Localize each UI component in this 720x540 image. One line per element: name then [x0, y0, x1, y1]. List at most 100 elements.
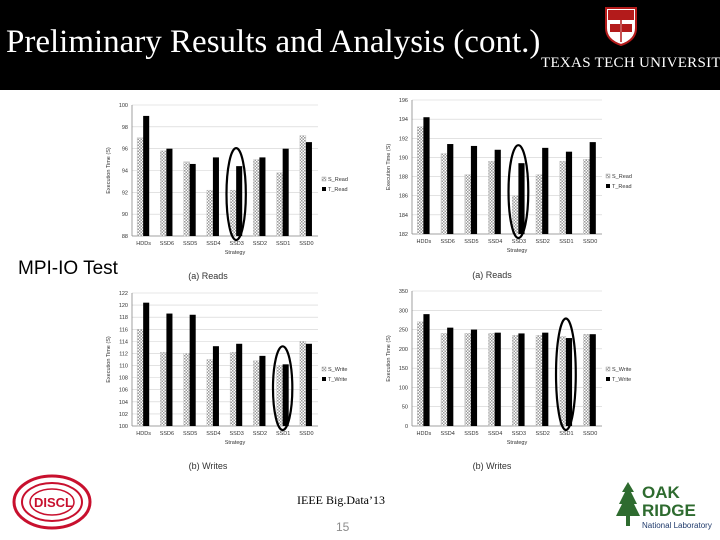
x-tick-label: SSD4 — [488, 431, 502, 437]
x-tick-label: SSD1 — [276, 241, 290, 247]
x-axis-label: Strategy — [507, 440, 528, 446]
legend-label: S_Read — [612, 174, 632, 180]
x-tick-label: SSD1 — [559, 239, 573, 245]
bar-s-read — [183, 161, 190, 237]
chart-caption: (b) Writes — [189, 461, 228, 471]
x-tick-label: SSD6 — [160, 431, 174, 437]
y-tick-label: 112 — [119, 351, 128, 357]
bar-t-write — [565, 338, 573, 426]
bar-s-read — [535, 174, 543, 235]
bar-t-read — [189, 163, 196, 236]
legend-label: T_Write — [612, 377, 631, 383]
y-tick-label: 196 — [399, 98, 408, 104]
highlight-ellipse — [507, 144, 530, 240]
y-axis-label: Execution Time (S) — [386, 335, 392, 382]
y-tick-label: 110 — [119, 364, 128, 370]
x-tick-label: HDDs — [417, 431, 432, 437]
bar-t-read — [143, 115, 150, 236]
y-tick-label: 100 — [119, 103, 128, 109]
bar-s-write — [276, 365, 283, 427]
bar-s-read — [136, 137, 144, 237]
x-tick-label: SSD4 — [206, 241, 220, 247]
y-tick-label: 96 — [122, 147, 128, 153]
bar-t-write — [518, 333, 525, 426]
y-tick-label: 300 — [399, 308, 408, 314]
bar-s-read — [464, 174, 472, 235]
bar-t-write — [470, 329, 478, 426]
x-axis-label: Strategy — [225, 250, 246, 256]
y-tick-label: 182 — [399, 232, 408, 238]
legend-swatch — [321, 176, 327, 182]
y-tick-label: 186 — [399, 194, 408, 200]
bar-s-write — [583, 334, 590, 427]
y-tick-label: 250 — [399, 328, 408, 334]
bar-t-write — [589, 334, 596, 426]
y-tick-label: 190 — [399, 155, 408, 161]
x-tick-label: SSD5 — [464, 239, 478, 245]
legend-label: T_Read — [612, 184, 632, 190]
ornl-ridge-text: RIDGE — [642, 501, 696, 520]
y-tick-label: 106 — [119, 388, 128, 394]
bar-s-read — [160, 150, 167, 237]
y-tick-label: 98 — [122, 125, 128, 131]
bar-t-read — [518, 163, 525, 234]
ttu-shield-icon — [605, 7, 637, 46]
bar-s-write — [183, 353, 190, 427]
bar-t-write — [143, 302, 150, 426]
bar-t-write — [305, 343, 312, 426]
bar-s-write — [512, 335, 519, 427]
legend-swatch — [606, 377, 610, 381]
x-tick-label: SSD5 — [464, 431, 478, 437]
y-tick-label: 350 — [399, 289, 408, 295]
bar-t-write — [423, 314, 430, 426]
y-tick-label: 100 — [399, 385, 408, 391]
y-tick-label: 122 — [119, 291, 128, 297]
bar-s-read — [417, 126, 424, 235]
bar-t-write — [212, 346, 219, 426]
x-tick-label: SSD3 — [229, 431, 243, 437]
y-tick-label: 184 — [399, 213, 408, 219]
bar-s-read — [488, 161, 495, 235]
bar-s-write — [417, 321, 424, 427]
bar-t-read — [259, 157, 266, 236]
legend-swatch — [322, 187, 326, 191]
bar-t-read — [282, 148, 289, 236]
bar-s-read — [440, 153, 448, 235]
y-tick-label: 90 — [122, 212, 128, 218]
x-tick-label: SSD0 — [583, 431, 597, 437]
bar-s-write — [160, 352, 167, 427]
x-tick-label: SSD0 — [583, 239, 597, 245]
university-name: TEXAS TECH UNIVERSITY — [541, 55, 720, 71]
highlight-ellipse — [554, 317, 577, 432]
x-tick-label: SSD2 — [535, 431, 549, 437]
x-tick-label: SSD3 — [512, 431, 526, 437]
bar-s-read — [276, 172, 283, 237]
y-tick-label: 150 — [399, 366, 408, 372]
x-axis-label: Strategy — [507, 248, 528, 254]
bar-t-read — [447, 144, 454, 234]
legend-label: T_Write — [328, 377, 347, 383]
legend-swatch — [322, 377, 326, 381]
bar-t-write — [282, 364, 289, 426]
bar-s-write — [136, 329, 144, 427]
bar-s-write — [464, 333, 472, 427]
x-tick-label: SSD5 — [183, 431, 197, 437]
y-tick-label: 92 — [122, 190, 128, 196]
bar-t-write — [259, 355, 266, 426]
legend-label: S_Write — [612, 367, 631, 373]
x-tick-label: SSD1 — [559, 431, 573, 437]
chart-caption: (a) Reads — [472, 270, 512, 280]
y-tick-label: 188 — [399, 175, 408, 181]
y-tick-label: 100 — [119, 424, 128, 430]
title-bar: Preliminary Results and Analysis (cont.)… — [0, 0, 720, 90]
discl-logo-text: DISCL — [34, 495, 73, 510]
x-tick-label: SSD1 — [276, 431, 290, 437]
x-tick-label: SSD2 — [535, 239, 549, 245]
writes-chart-left: 100 102 104 106 108 110 112 114 116 118 120 122 HDDs… — [106, 291, 347, 471]
x-tick-label: SSD0 — [299, 431, 313, 437]
y-tick-label: 104 — [119, 400, 128, 406]
x-tick-label: SSD4 — [206, 431, 220, 437]
bar-s-read — [253, 159, 260, 237]
y-tick-label: 50 — [402, 405, 408, 411]
bar-s-read — [559, 161, 567, 235]
